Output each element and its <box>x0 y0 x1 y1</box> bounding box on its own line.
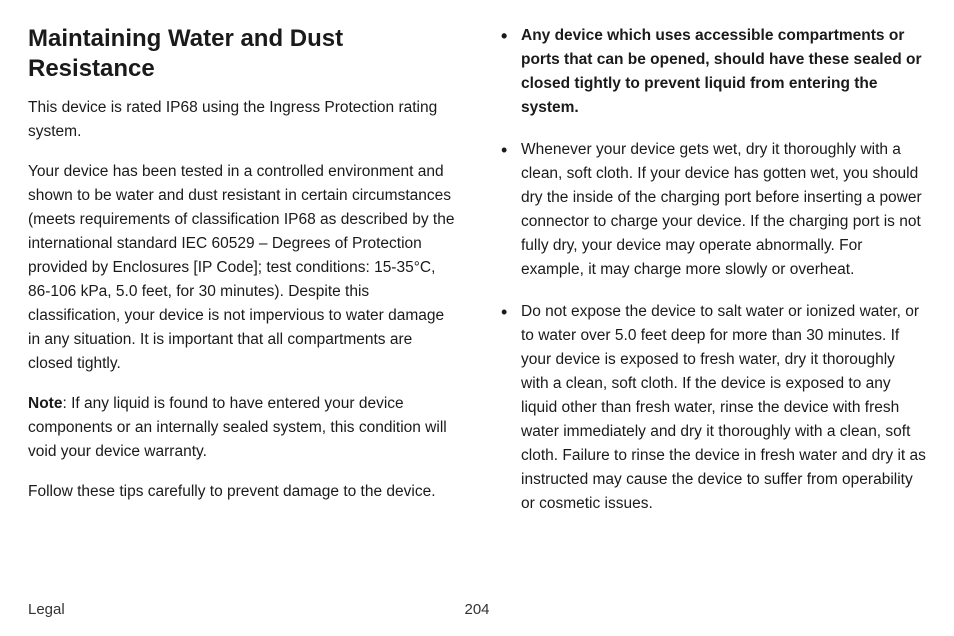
paragraph-ip-rating: This device is rated IP68 using the Ingr… <box>28 96 457 144</box>
footer-section: Legal <box>28 601 65 618</box>
footer: Legal 204 <box>28 601 926 618</box>
paragraph-note: Note: If any liquid is found to have ent… <box>28 392 457 464</box>
right-column: Any device which uses accessible compart… <box>497 24 926 584</box>
footer-page-number: 204 <box>464 601 489 618</box>
tips-list: Any device which uses accessible compart… <box>497 24 926 534</box>
list-item: Whenever your device gets wet, dry it th… <box>497 138 926 282</box>
note-text: : If any liquid is found to have entered… <box>28 395 447 460</box>
paragraph-follow-tips: Follow these tips carefully to prevent d… <box>28 480 457 504</box>
list-item: Do not expose the device to salt water o… <box>497 300 926 516</box>
heading: Maintaining Water and Dust Resistance <box>28 24 457 84</box>
left-column: Maintaining Water and Dust Resistance Th… <box>28 24 457 584</box>
note-label: Note <box>28 395 62 412</box>
list-item: Any device which uses accessible compart… <box>497 24 926 120</box>
paragraph-testing: Your device has been tested in a control… <box>28 160 457 376</box>
